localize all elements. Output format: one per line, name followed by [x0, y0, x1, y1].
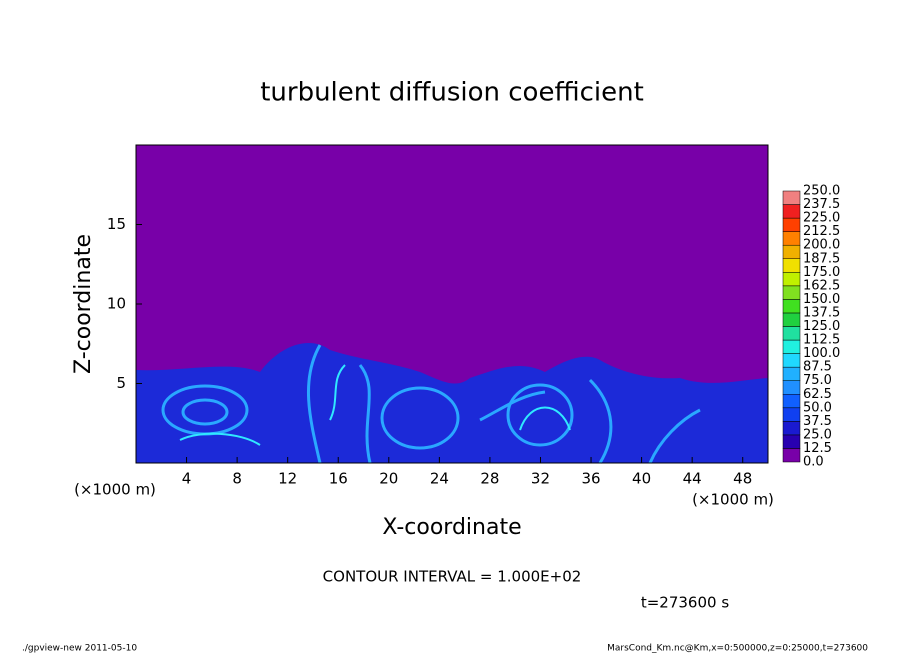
colorbar-band: [782, 394, 801, 409]
x-tick-label: 36: [581, 470, 600, 488]
colorbar-label: 250.0: [803, 184, 840, 199]
colorbar-band: [782, 272, 801, 287]
x-tick-label: 20: [379, 470, 398, 488]
time-label: t=273600 s: [641, 594, 729, 612]
colorbar-band: [782, 434, 801, 449]
colorbar-label: 200.0: [803, 238, 840, 253]
colorbar-label: 100.0: [803, 346, 840, 361]
x-tick-label: 40: [632, 470, 651, 488]
colorbar-label: 125.0: [803, 319, 840, 334]
y-tick-label: 10: [107, 295, 126, 313]
y-tick-label: 5: [116, 374, 126, 392]
x-tick-label: 4: [182, 470, 192, 488]
colorbar-label: 75.0: [803, 373, 832, 388]
x-tick-label: 16: [329, 470, 348, 488]
x-tick-label: 32: [531, 470, 550, 488]
colorbar-band: [782, 231, 801, 246]
footer-left: ./gpview-new 2011-05-10: [22, 644, 137, 654]
x-tick-label: 24: [430, 470, 449, 488]
colorbar-label: 175.0: [803, 265, 840, 280]
colorbar-label: 37.5: [803, 414, 832, 429]
x-tick-label: 28: [480, 470, 499, 488]
colorbar-band: [782, 366, 801, 381]
colorbar-band: [782, 299, 801, 314]
colorbar-label: 162.5: [803, 278, 840, 293]
field: [136, 145, 768, 464]
colorbar-band: [782, 258, 801, 273]
colorbar-band: [782, 217, 801, 232]
colorbar-band: [782, 326, 801, 341]
colorbar-band: [782, 204, 801, 219]
eddies: [161, 344, 701, 464]
y-axis-label: Z-coordinate: [71, 234, 96, 374]
colorbar-band: [782, 448, 801, 463]
colorbar-band: [782, 380, 801, 395]
footer-right: MarsCond_Km.nc@Km,x=0:500000,z=0:25000,t…: [607, 644, 868, 654]
colorbar-label: 0.0: [803, 455, 824, 470]
x-axis-label: X-coordinate: [382, 515, 521, 540]
x-tick-label: 44: [683, 470, 702, 488]
eddy-cores: [179, 364, 571, 446]
colorbar-band: [782, 285, 801, 300]
colorbar-band: [782, 312, 801, 327]
colorbar-band: [782, 421, 801, 436]
x-tick-label: 48: [733, 470, 752, 488]
colorbar-band: [782, 190, 801, 205]
x-tick-label: 8: [232, 470, 242, 488]
y-unit: (×1000 m): [74, 481, 156, 499]
colorbar-label: 237.5: [803, 197, 840, 212]
contour-interval: CONTOUR INTERVAL = 1.000E+02: [323, 568, 582, 586]
colorbar-label: 187.5: [803, 251, 840, 266]
colorbar-label: 225.0: [803, 211, 840, 226]
colorbar-band: [782, 339, 801, 354]
colorbar-label: 87.5: [803, 360, 832, 375]
colorbar-label: 12.5: [803, 441, 832, 456]
colorbar-label: 112.5: [803, 333, 840, 348]
colorbar-label: 62.5: [803, 387, 832, 402]
colorbar-band: [782, 244, 801, 259]
chart-title: turbulent diffusion coefficient: [260, 78, 644, 108]
x-tick-label: 12: [278, 470, 297, 488]
colorbar-label: 150.0: [803, 292, 840, 307]
colorbar-label: 25.0: [803, 427, 832, 442]
colorbar-label: 212.5: [803, 224, 840, 239]
x-unit: (×1000 m): [692, 491, 774, 509]
colorbar-band: [782, 407, 801, 422]
colorbar-band: [782, 353, 801, 368]
colorbar-label: 137.5: [803, 305, 840, 320]
y-tick-label: 15: [107, 215, 126, 233]
colorbar-label: 50.0: [803, 400, 832, 415]
